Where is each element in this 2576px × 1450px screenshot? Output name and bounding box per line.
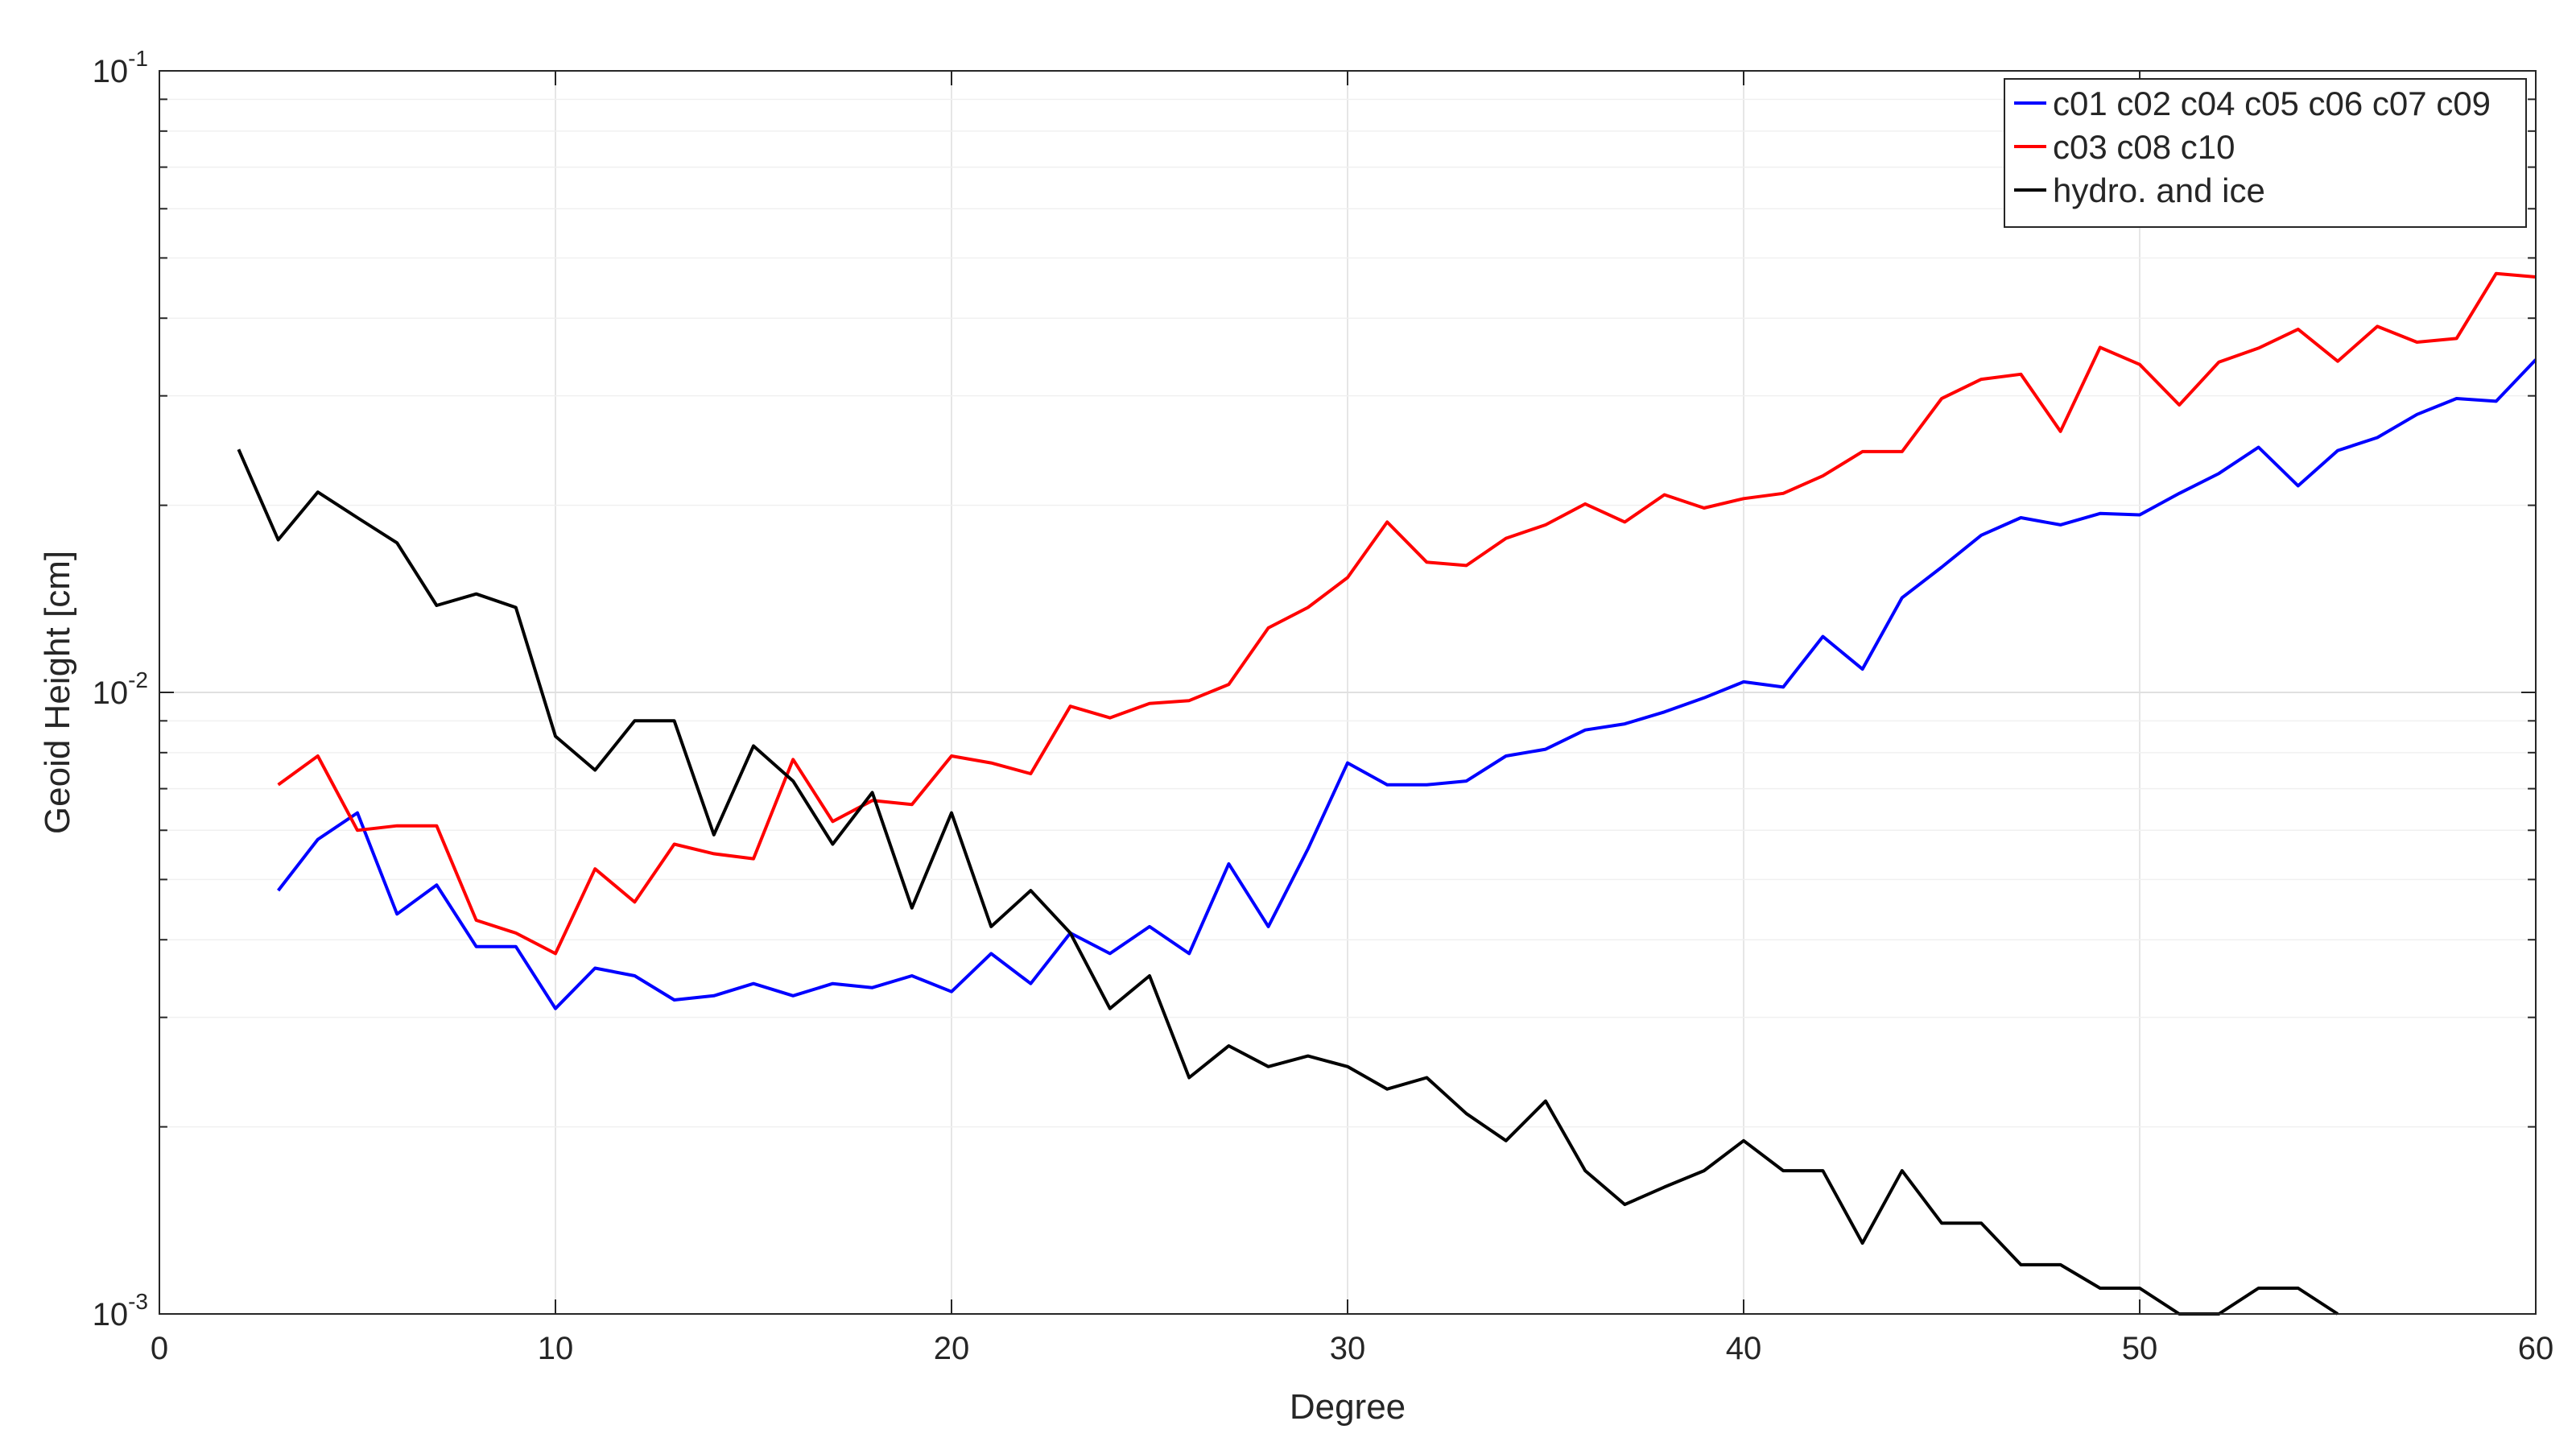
series-line-2 bbox=[277, 271, 2537, 956]
x-tick-label: 20 bbox=[934, 1331, 970, 1366]
legend-label: c01 c02 c04 c05 c06 c07 c09 bbox=[2053, 85, 2491, 122]
x-tick-label: 0 bbox=[151, 1331, 168, 1366]
x-tick-label: 10 bbox=[538, 1331, 574, 1366]
y-axis-tick-labels: 10-3 10-2 10-1 bbox=[93, 46, 148, 1332]
legend-label: hydro. and ice bbox=[2053, 171, 2265, 209]
legend: c01 c02 c04 c05 c06 c07 c09 c03 c08 c10 hy… bbox=[2004, 78, 2527, 228]
legend-label: c03 c08 c10 bbox=[2053, 128, 2235, 166]
y-tick-label: 10-3 bbox=[93, 1289, 148, 1332]
legend-box bbox=[2004, 78, 2527, 228]
x-tick-label: 40 bbox=[1726, 1331, 1762, 1366]
series-lines bbox=[237, 271, 2537, 1316]
y-tick-label: 10-2 bbox=[93, 667, 148, 711]
x-tick-label: 50 bbox=[2122, 1331, 2158, 1366]
x-axis-tick-labels: 0 10 20 30 40 50 60 bbox=[151, 1331, 2553, 1366]
x-tick-label: 30 bbox=[1330, 1331, 1366, 1366]
series-line-1 bbox=[277, 358, 2537, 1010]
x-axis-title: Degree bbox=[1290, 1387, 1406, 1427]
x-tick-label: 60 bbox=[2518, 1331, 2554, 1366]
series-line-3 bbox=[237, 448, 2339, 1316]
y-tick-label: 10-1 bbox=[93, 46, 148, 89]
y-axis-title: Geoid Height [cm] bbox=[38, 551, 77, 834]
